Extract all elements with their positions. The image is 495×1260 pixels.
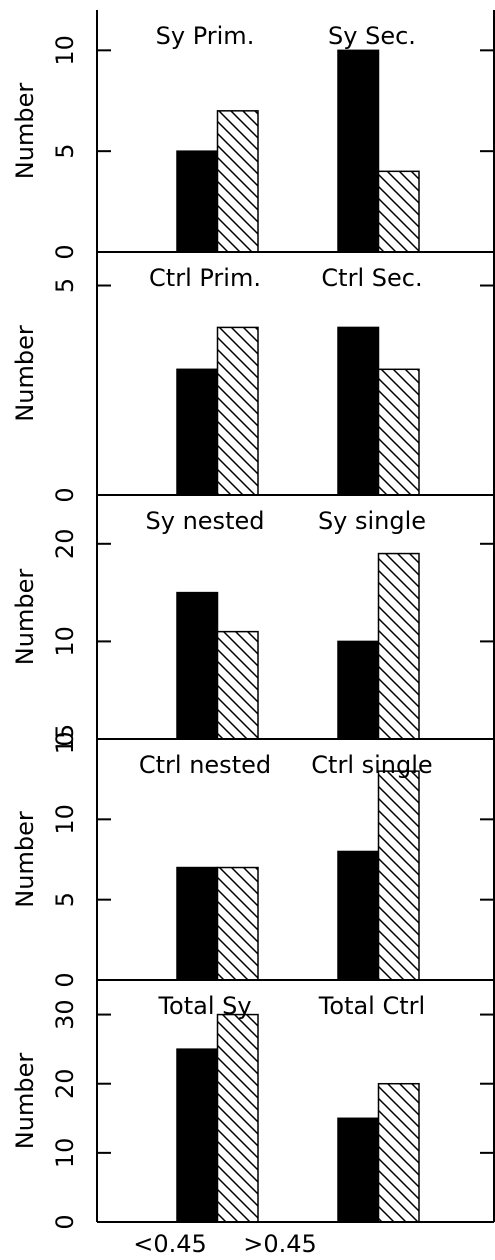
- y-tick-label: 20: [51, 1068, 79, 1099]
- bar: [337, 1117, 380, 1223]
- panel-label: Sy nested: [146, 507, 265, 535]
- bar: [337, 326, 380, 496]
- y-tick-label: 0: [51, 487, 79, 502]
- y-tick-label: 10: [51, 35, 79, 66]
- bar: [377, 770, 420, 981]
- bar: [216, 1013, 259, 1223]
- bar: [377, 368, 420, 496]
- y-tick-label: 5: [51, 144, 79, 159]
- bar: [377, 552, 420, 740]
- y-axis-title: Number: [11, 1053, 39, 1150]
- y-tick-label: 0: [51, 731, 79, 746]
- y-tick-label: 5: [51, 892, 79, 907]
- y-tick-label: 30: [51, 999, 79, 1030]
- bar: [176, 866, 219, 981]
- y-axis-title: Number: [11, 325, 39, 422]
- x-label: <0.45: [133, 1230, 207, 1258]
- panel-label: Ctrl nested: [139, 751, 271, 779]
- panel-label: Ctrl Sec.: [321, 264, 422, 292]
- bar: [216, 630, 259, 740]
- y-tick-label: 5: [51, 278, 79, 293]
- y-tick-label: 15: [51, 724, 79, 755]
- bar: [176, 150, 219, 253]
- panel-label: Total Ctrl: [318, 992, 425, 1020]
- panel-label: Sy Sec.: [328, 22, 416, 50]
- bar: [216, 866, 259, 981]
- y-tick-label: 0: [51, 244, 79, 259]
- y-tick-label: 10: [51, 1138, 79, 1169]
- bar: [176, 591, 219, 740]
- panel-label: Sy single: [318, 507, 426, 535]
- bar: [337, 850, 380, 981]
- panel-label: Total Sy: [157, 992, 251, 1020]
- y-tick-label: 0: [51, 972, 79, 987]
- y-tick-label: 10: [51, 804, 79, 835]
- panel-label: Ctrl Prim.: [149, 264, 261, 292]
- bar: [176, 1048, 219, 1223]
- y-tick-label: 0: [51, 1214, 79, 1229]
- bar: [176, 368, 219, 496]
- y-axis-title: Number: [11, 569, 39, 666]
- bar: [337, 49, 380, 253]
- bar: [216, 110, 259, 253]
- y-tick-label: 20: [51, 529, 79, 560]
- y-tick-label: 10: [51, 626, 79, 657]
- y-axis-title: Number: [11, 811, 39, 908]
- bar: [216, 326, 259, 496]
- panel-label: Sy Prim.: [156, 22, 255, 50]
- bar: [337, 640, 380, 740]
- y-axis-title: Number: [11, 83, 39, 180]
- panel-label: Ctrl single: [311, 751, 432, 779]
- bar: [377, 1082, 420, 1223]
- x-label: >0.45: [243, 1230, 317, 1258]
- bar: [377, 170, 420, 253]
